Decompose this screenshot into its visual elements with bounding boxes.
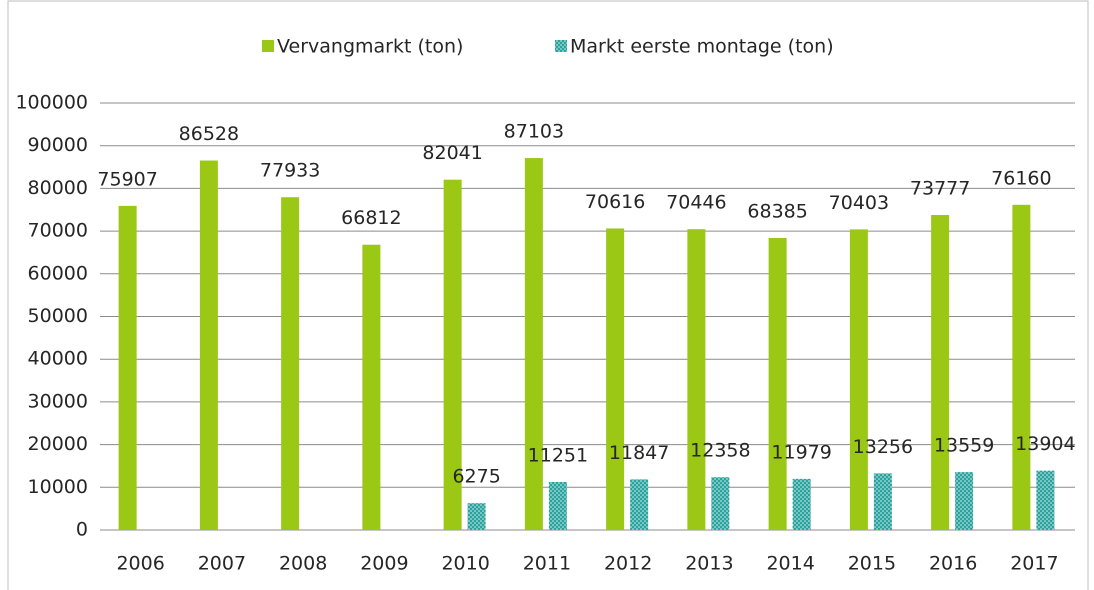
data-label: 12358 (690, 440, 750, 462)
x-tick-label: 2009 (360, 553, 408, 575)
y-tick-label: 70000 (28, 220, 88, 242)
bar (524, 158, 543, 530)
data-label: 13256 (853, 436, 913, 458)
data-label: 86528 (179, 123, 239, 145)
data-label: 70446 (666, 192, 726, 214)
data-label: 76160 (991, 167, 1051, 189)
x-tick-label: 2013 (685, 553, 733, 575)
bar (630, 479, 649, 530)
x-tick-label: 2008 (279, 553, 327, 575)
y-tick-label: 10000 (28, 476, 88, 498)
bar (931, 214, 950, 530)
bar (955, 472, 974, 530)
y-tick-label: 80000 (28, 177, 88, 199)
data-label: 11979 (771, 441, 831, 463)
data-label: 6275 (452, 466, 500, 488)
bar (199, 160, 218, 530)
y-tick-label: 60000 (28, 262, 88, 284)
legend-swatch (555, 40, 567, 52)
data-label: 75907 (97, 168, 157, 190)
data-label: 11251 (528, 444, 588, 466)
y-tick-label: 90000 (28, 134, 88, 156)
data-label: 13904 (1015, 433, 1075, 455)
bar (467, 503, 486, 530)
bar (548, 481, 567, 530)
x-tick-label: 2015 (848, 553, 896, 575)
y-tick-label: 0 (76, 519, 88, 541)
y-tick-label: 20000 (28, 433, 88, 455)
bar (768, 237, 787, 531)
legend-swatch (262, 40, 274, 52)
data-label: 82041 (422, 142, 482, 164)
bar (687, 229, 706, 530)
x-tick-label: 2016 (929, 553, 977, 575)
data-label: 87103 (504, 121, 564, 143)
bar (711, 477, 730, 530)
data-label: 11847 (609, 442, 669, 464)
data-label: 77933 (260, 160, 320, 182)
x-tick-label: 2012 (604, 553, 652, 575)
x-tick-label: 2011 (523, 553, 571, 575)
bar (873, 473, 892, 530)
bar (1036, 470, 1055, 530)
x-tick-label: 2007 (198, 553, 246, 575)
bar (1012, 204, 1031, 530)
bar (281, 197, 300, 531)
y-tick-label: 50000 (28, 305, 88, 327)
legend-label: Vervangmarkt (ton) (277, 36, 463, 58)
y-tick-label: 100000 (15, 92, 88, 114)
data-label: 68385 (747, 200, 807, 222)
bar (443, 179, 462, 530)
x-tick-label: 2014 (766, 553, 814, 575)
y-tick-label: 40000 (28, 348, 88, 370)
legend-label: Markt eerste montage (ton) (570, 36, 834, 58)
chart-frame (7, 0, 1089, 590)
data-label: 73777 (910, 177, 970, 199)
data-label: 66812 (341, 207, 401, 229)
bar (118, 205, 137, 530)
data-label: 13559 (934, 435, 994, 457)
data-label: 70403 (829, 192, 889, 214)
x-tick-label: 2006 (116, 553, 164, 575)
bar (362, 244, 381, 530)
x-tick-label: 2017 (1010, 553, 1058, 575)
data-label: 70616 (585, 191, 645, 213)
bar (792, 478, 811, 530)
bar (849, 229, 868, 530)
x-tick-label: 2010 (441, 553, 489, 575)
y-tick-label: 30000 (28, 390, 88, 412)
bar (606, 228, 625, 531)
